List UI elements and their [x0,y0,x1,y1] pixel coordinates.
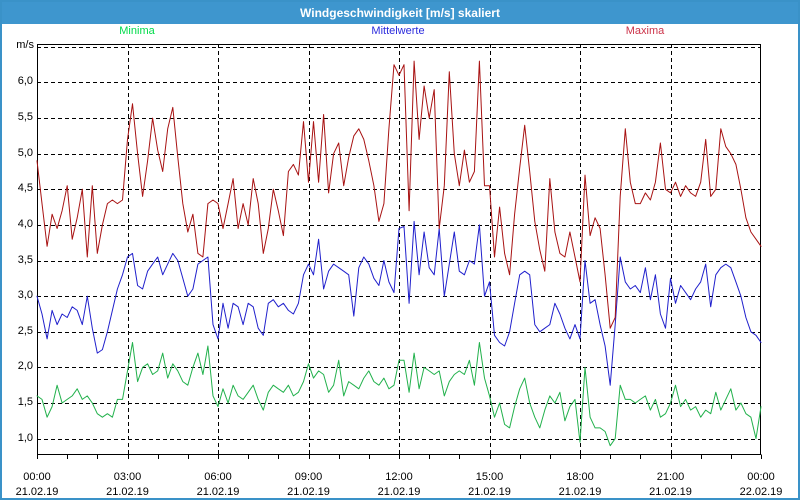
x-tick-time: 03:00 [113,471,142,483]
y-tick-label: 4,0 [17,217,33,230]
x-tick-label: 00:00 22.02.19 [729,470,793,498]
x-tick-label: 18:00 21.02.19 [548,470,612,498]
series-minima [36,342,762,447]
x-tick-label: 21:00 21.02.19 [639,470,703,498]
y-tick-label: 4,5 [17,182,33,195]
y-tick-label: 3,5 [17,253,33,266]
y-tick-label: 5,5 [17,111,33,124]
x-tick-label: 06:00 21.02.19 [186,470,250,498]
y-tick-label: 3,0 [17,289,33,302]
y-axis-unit-label: m/s [16,39,34,51]
x-tick-date: 21.02.19 [649,486,692,498]
x-tick-date: 21.02.19 [196,486,240,498]
x-tick-time: 21:00 [656,471,685,483]
x-tick-time: 09:00 [294,471,323,483]
x-tick-label: 03:00 21.02.19 [96,470,160,498]
y-tick-label: 5,0 [17,146,33,159]
x-tick-date: 21.02.19 [106,486,149,498]
x-tick-time: 12:00 [385,471,413,483]
legend-minima: Minima [119,25,155,37]
legend-maxima: Maxima [625,25,665,37]
series-mittelwerte [36,220,762,386]
x-tick-label: 09:00 21.02.19 [277,470,341,498]
title-bar[interactable]: Windgeschwindigkeit [m/s] skaliert [2,2,798,24]
series-maxima [36,60,762,329]
x-tick-date: 21.02.19 [558,486,602,498]
x-tick-time: 15:00 [475,471,504,483]
x-tick-label: 12:00 21.02.19 [367,470,431,498]
y-tick-label: 2,5 [17,324,33,337]
plot-area[interactable] [36,44,762,459]
y-tick-label: 1,5 [17,396,33,408]
x-tick-date: 22.02.19 [739,486,783,498]
x-tick-label: 15:00 21.02.19 [458,470,522,498]
x-tick-date: 21.02.19 [15,486,59,498]
x-tick-date: 21.02.19 [287,486,330,498]
chart-canvas[interactable] [36,44,762,461]
x-tick-time: 06:00 [204,471,232,483]
y-tick-label: 6,0 [17,75,33,88]
y-tick-label: 2,0 [17,360,33,373]
x-tick-time: 00:00 [23,471,51,483]
x-tick-label: 00:00 21.02.19 [5,470,69,498]
y-tick-label: 1,0 [17,431,33,444]
x-tick-time: 18:00 [566,471,594,483]
legend-mittelwerte: Mittelwerte [371,25,425,37]
x-tick-time: 00:00 [747,471,775,483]
window-title: Windgeschwindigkeit [m/s] skaliert [300,6,500,20]
x-tick-date: 21.02.19 [377,486,421,498]
x-tick-date: 21.02.19 [468,486,511,498]
